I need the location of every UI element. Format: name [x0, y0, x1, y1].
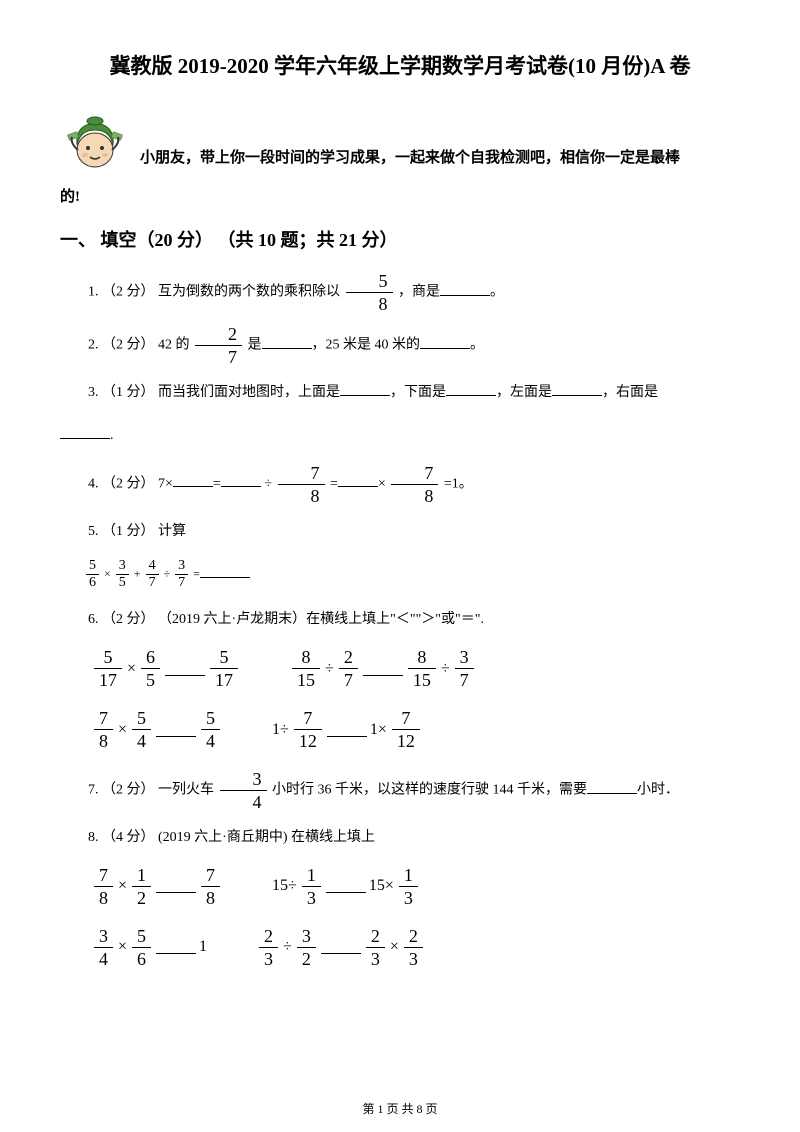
q3-blank2[interactable] — [446, 382, 496, 396]
q4-blank3[interactable] — [338, 473, 378, 487]
q5-op1: × — [104, 567, 111, 581]
intro-row: 小朋友，带上你一段时间的学习成果，一起来做个自我检测吧，相信你一定是最棒 — [60, 105, 740, 175]
question-6: 6. （2 分） （2019 六上·卢龙期末）在横线上填上"＜""＞"或"＝". — [60, 605, 740, 636]
intro-text-1: 小朋友，带上你一段时间的学习成果，一起来做个自我检测吧，相信你一定是最棒 — [140, 146, 680, 175]
q4-div: ÷ — [261, 476, 276, 491]
question-3-cont: . — [60, 421, 740, 452]
q4-mid: = — [330, 476, 338, 491]
question-2: 2. （2 分） 42 的 27 是 ，25 米是 40 米的 。 — [60, 325, 740, 366]
q8-blank1[interactable] — [156, 879, 196, 893]
q5-f1: 56 — [86, 559, 99, 590]
page-title: 冀教版 2019-2020 学年六年级上学期数学月考试卷(10 月份)A 卷 — [60, 50, 740, 80]
question-5: 5. （1 分） 计算 — [60, 517, 740, 548]
question-4: 4. （2 分） 7× = ÷ 78 = × 78 =1。 — [60, 464, 740, 505]
q6-r1c2: 815 ÷ 27 815 ÷ 37 — [290, 648, 476, 689]
q3-line2: . — [110, 428, 114, 443]
q7-a: 7. （2 分） 一列火车 — [88, 783, 218, 798]
question-1: 1. （2 分） 互为倒数的两个数的乘积除以 58 ，商是 。 — [60, 272, 740, 313]
q8-blank2[interactable] — [326, 879, 366, 893]
q4-blank2[interactable] — [221, 473, 261, 487]
q7-b: 小时行 36 千米，以这样的速度行驶 144 千米，需要 — [272, 783, 587, 798]
q8-r1c2: 15÷ 13 15× 13 — [272, 866, 420, 907]
q5-eq: = — [193, 567, 200, 581]
question-8: 8. （4 分） (2019 六上·商丘期中) 在横线上填上 — [60, 823, 740, 854]
q2-mid1: 是 — [248, 338, 262, 353]
q7-blank[interactable] — [587, 780, 637, 794]
section-heading: 一、 填空（20 分） （共 10 题；共 21 分） — [60, 226, 740, 252]
q3-blank1[interactable] — [340, 382, 390, 396]
q4-label: 4. （2 分） 7× — [88, 476, 173, 491]
q2-blank1[interactable] — [262, 335, 312, 349]
q8-r2c1: 34 × 56 1 — [92, 927, 207, 968]
q6-grid: 517 × 65 517 815 ÷ 27 815 ÷ 37 78 × 54 5… — [92, 648, 740, 750]
q4-mul: × — [378, 476, 389, 491]
q2-blank2[interactable] — [420, 335, 470, 349]
q2-frac: 27 — [195, 325, 242, 366]
q5-op3: ÷ — [164, 567, 171, 581]
q2-end: 。 — [470, 338, 484, 353]
q1-frac: 58 — [346, 272, 393, 313]
question-7: 7. （2 分） 一列火车 34 小时行 36 千米，以这样的速度行驶 144 … — [60, 770, 740, 811]
q2-mid2: ，25 米是 40 米的 — [312, 338, 421, 353]
q3-blank3[interactable] — [552, 382, 602, 396]
q6-blank1[interactable] — [165, 662, 205, 676]
intro-text-2: 的! — [60, 185, 740, 206]
q3-b: ，下面是 — [390, 385, 446, 400]
q3-d: ，右面是 — [602, 385, 658, 400]
q2-label: 2. （2 分） 42 的 — [88, 338, 193, 353]
q6-blank3[interactable] — [156, 723, 196, 737]
q7-frac: 34 — [220, 770, 267, 811]
q5-expr: 56 × 35 + 47 ÷ 37 = — [84, 559, 740, 590]
q7-c: 小时． — [637, 783, 679, 798]
q8-grid: 78 × 12 78 15÷ 13 15× 13 34 × 56 1 23 ÷ … — [92, 866, 740, 968]
q3-blank4[interactable] — [60, 425, 110, 439]
q4-end: =1。 — [444, 476, 473, 491]
q8-r2c2: 23 ÷ 32 23 × 23 — [257, 927, 425, 968]
q3-c: ，左面是 — [496, 385, 552, 400]
q5-f4: 37 — [175, 559, 188, 590]
q1-end: 。 — [490, 285, 504, 300]
avatar-icon — [60, 105, 130, 175]
q5-op2: + — [134, 567, 141, 581]
q4-f2: 78 — [391, 464, 438, 505]
q1-blank[interactable] — [440, 282, 490, 296]
question-3: 3. （1 分） 而当我们面对地图时，上面是 ，下面是 ，左面是 ，右面是 — [60, 378, 740, 409]
q6-r2c2: 1÷ 712 1× 712 — [272, 709, 422, 750]
q3-a: 3. （1 分） 而当我们面对地图时，上面是 — [88, 385, 340, 400]
q1-label: 1. （2 分） 互为倒数的两个数的乘积除以 — [88, 285, 344, 300]
q6-r1c1: 517 × 65 517 — [92, 648, 240, 689]
q1-tail: ，商是 — [398, 285, 440, 300]
q6-blank4[interactable] — [327, 723, 367, 737]
q6-r2c1: 78 × 54 54 — [92, 709, 222, 750]
q4-blank1[interactable] — [173, 473, 213, 487]
q4-eq: = — [213, 476, 221, 491]
q5-blank[interactable] — [200, 564, 250, 578]
q5-f2: 35 — [116, 559, 129, 590]
q8-blank4[interactable] — [321, 940, 361, 954]
page-footer: 第 1 页 共 8 页 — [0, 1100, 800, 1117]
q5-f3: 47 — [146, 559, 159, 590]
q6-blank2[interactable] — [363, 662, 403, 676]
q8-blank3[interactable] — [156, 940, 196, 954]
q4-f1: 78 — [278, 464, 325, 505]
q8-r1c1: 78 × 12 78 — [92, 866, 222, 907]
